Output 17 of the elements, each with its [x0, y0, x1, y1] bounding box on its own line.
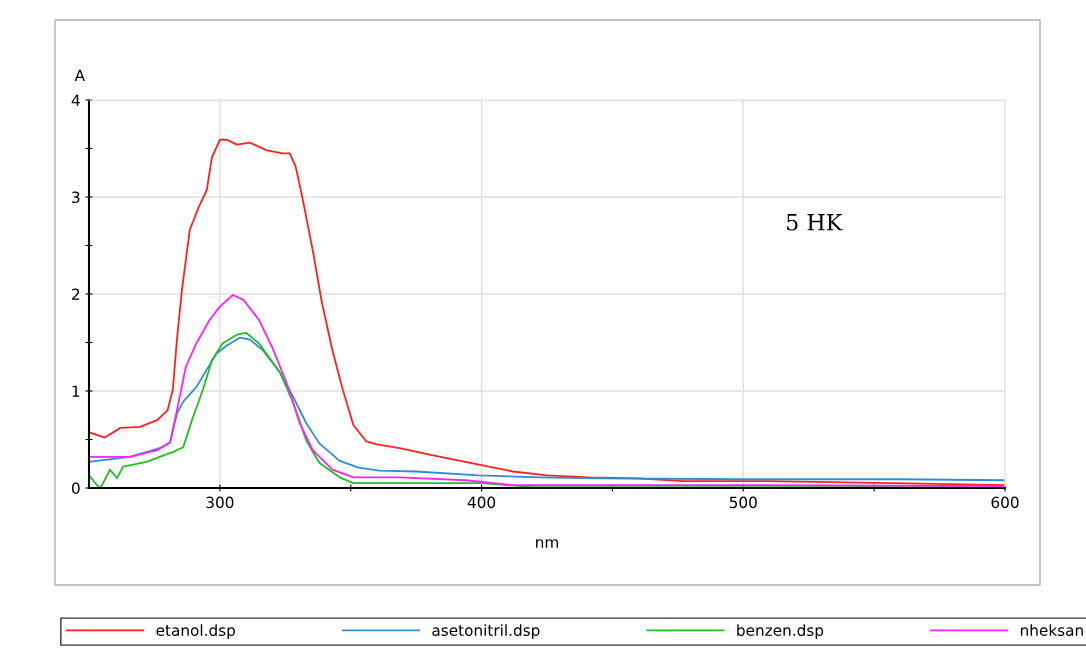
y-axis-title: A — [74, 69, 85, 81]
x-tick-label: 300 — [206, 496, 234, 509]
legend-label: asetonitril.dsp — [432, 624, 540, 639]
x-tick-label: 600 — [991, 496, 1019, 509]
legend-label: nheksan — [1020, 624, 1083, 637]
y-tick-label: 4 — [71, 94, 80, 106]
legend-label: etanol.dsp — [156, 624, 235, 639]
y-tick-label: 3 — [72, 191, 80, 204]
x-tick-label: 500 — [729, 496, 757, 509]
y-tick-label: 1 — [72, 385, 80, 397]
annotation: 5 HK — [787, 214, 843, 231]
y-tick-label: 2 — [72, 288, 80, 300]
line-series — [89, 138, 1005, 486]
y-tick-label: 0 — [71, 482, 80, 495]
x-tick-label: 400 — [467, 496, 496, 509]
legend-label: benzen.dsp — [737, 624, 824, 639]
x-axis-title: nm — [536, 539, 558, 548]
